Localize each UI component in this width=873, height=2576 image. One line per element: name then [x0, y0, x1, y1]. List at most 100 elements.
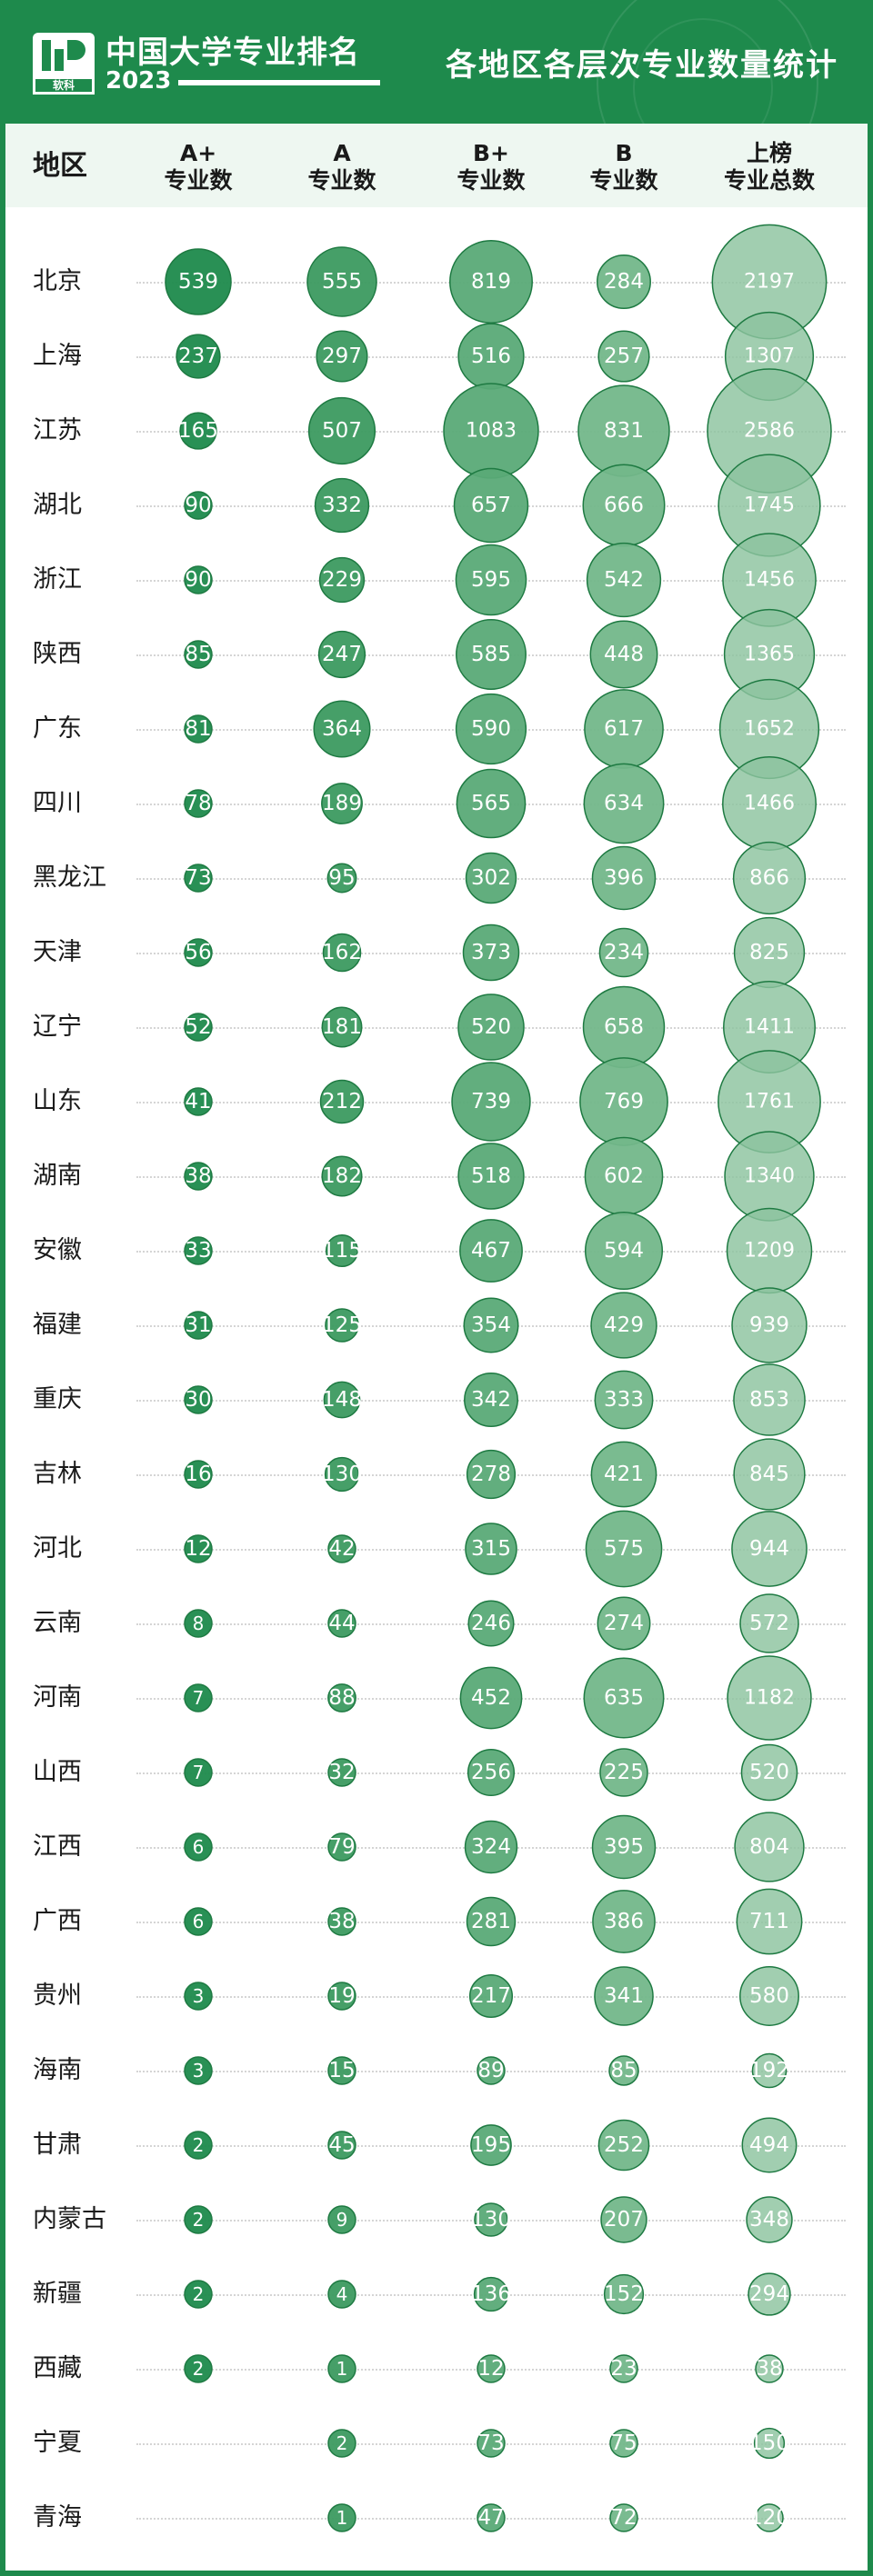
bubble-circle [456, 768, 527, 839]
bubble-circle [327, 2131, 356, 2160]
bubble-a: 9 [327, 2205, 356, 2234]
bubble-circle [589, 620, 658, 689]
bubble-a_plus: 33 [184, 1236, 213, 1265]
bubble-b_plus: 452 [459, 1666, 523, 1730]
bubble-circle [179, 412, 217, 450]
bubble-circle [327, 1982, 356, 2011]
bubble-circle [321, 1155, 363, 1197]
bubble-value-label: 467 [471, 1239, 511, 1263]
bubble-value-label: 6 [193, 1911, 205, 1932]
bubble-circle [734, 1812, 805, 1882]
bubble-b_plus: 324 [464, 1820, 518, 1874]
bubble-value-label: 494 [749, 2133, 789, 2157]
row-label: 云南 [33, 1609, 82, 1637]
bubble-value-label: 825 [749, 941, 789, 964]
bubble-circle [184, 789, 213, 818]
bubble-value-label: 256 [471, 1761, 511, 1784]
bubble-b: 448 [589, 620, 658, 689]
bubble-circle [322, 933, 362, 973]
bubble-b: 658 [582, 985, 666, 1069]
row-label: 新疆 [33, 2280, 82, 2308]
row-label: 广西 [33, 1907, 82, 1935]
row-label: 北京 [33, 267, 82, 295]
bubble-total: 1652 [718, 678, 820, 780]
bubble-b_plus: 73 [477, 2429, 506, 2458]
bubble-circle [327, 2429, 356, 2458]
bubble-circle [327, 1609, 356, 1638]
bubble-total: 866 [732, 841, 807, 915]
bubble-value-label: 246 [471, 1612, 511, 1635]
bubble-total: 804 [734, 1812, 805, 1882]
bubble-circle [608, 2055, 639, 2086]
bubble-a_plus: 31 [184, 1311, 213, 1340]
bubble-value-label: 297 [322, 344, 362, 368]
bubble-b: 72 [609, 2503, 638, 2532]
column-header-line2: 专业数 [589, 167, 658, 194]
bubble-total: 1761 [717, 1050, 821, 1153]
bubble-a_plus: 52 [184, 1013, 213, 1042]
bubble-value-label: 115 [322, 1239, 362, 1263]
column-header-total: 上榜 专业总数 [706, 140, 833, 195]
header-banner: 软科 中国大学专业排名 2023 各地区各层次专业数量统计 [0, 0, 873, 124]
bubble-b: 152 [603, 2273, 645, 2315]
bubble-a_plus: 16 [184, 1460, 213, 1489]
bubble-value-label: 769 [604, 1090, 644, 1113]
bubble-circle [467, 1600, 515, 1647]
bubble-value-label: 229 [322, 568, 362, 592]
bubble-a: 42 [327, 1534, 356, 1563]
bubble-a: 332 [314, 477, 370, 534]
bubble-circle [746, 2196, 793, 2243]
bubble-circle [184, 1087, 213, 1116]
bubble-value-label: 8 [193, 1612, 205, 1634]
bubble-b: 252 [597, 2119, 650, 2172]
bubble-circle [591, 845, 657, 911]
bubble-value-label: 396 [604, 866, 644, 890]
bubble-circle [739, 1593, 799, 1653]
bubble-circle [306, 246, 377, 317]
bubble-circle [184, 1683, 213, 1712]
bubble-total: 192 [749, 2052, 789, 2089]
bubble-b: 634 [583, 763, 665, 844]
row-label: 辽宁 [33, 1013, 82, 1041]
bubble-value-label: 520 [749, 1761, 789, 1784]
bubble-value-label: 555 [322, 270, 362, 294]
bubble-circle [184, 1460, 213, 1489]
bubble-total: 944 [731, 1511, 808, 1587]
bubble-a_plus: 2 [184, 2131, 213, 2160]
bubble-value-label: 130 [322, 1463, 362, 1486]
bubble-a_plus: 12 [184, 1534, 213, 1563]
bubble-value-label: 1083 [466, 420, 517, 443]
bubble-value-label: 73 [185, 866, 211, 890]
bubble-circle [327, 1534, 356, 1563]
bubble-value-label: 72 [610, 2506, 637, 2530]
row-label: 内蒙古 [33, 2205, 106, 2233]
bubble-total: 825 [733, 916, 806, 989]
bubble-circle [477, 2503, 506, 2532]
bubble-a_plus: 73 [184, 864, 213, 893]
bubble-circle [184, 565, 213, 594]
bubble-a: 555 [306, 246, 377, 317]
bubble-a: 95 [326, 863, 357, 894]
bubble-a: 507 [307, 396, 376, 465]
bubble-a: 79 [327, 1832, 356, 1862]
bubble-value-label: 575 [604, 1537, 644, 1561]
bubble-value-label: 324 [471, 1835, 511, 1859]
bubble-value-label: 1761 [744, 1091, 795, 1113]
row-label: 江苏 [33, 416, 82, 444]
bubble-value-label: 518 [471, 1164, 511, 1188]
bubble-total: 1456 [722, 533, 817, 627]
column-header-line1: A [333, 140, 351, 166]
bubble-value-label: 1340 [744, 1165, 795, 1188]
bubble-circle [184, 1758, 213, 1787]
bubble-value-label: 1365 [744, 644, 795, 666]
bubble-total: 845 [733, 1438, 806, 1511]
bubble-value-label: 539 [178, 270, 218, 294]
bubble-circle [321, 783, 363, 824]
bubble-value-label: 634 [604, 792, 644, 815]
bubble-circle [184, 1162, 213, 1191]
bubble-circle [184, 1609, 213, 1638]
bubble-value-label: 364 [322, 717, 362, 741]
bubble-circle [732, 841, 807, 915]
bubble-value-label: 845 [749, 1463, 789, 1486]
